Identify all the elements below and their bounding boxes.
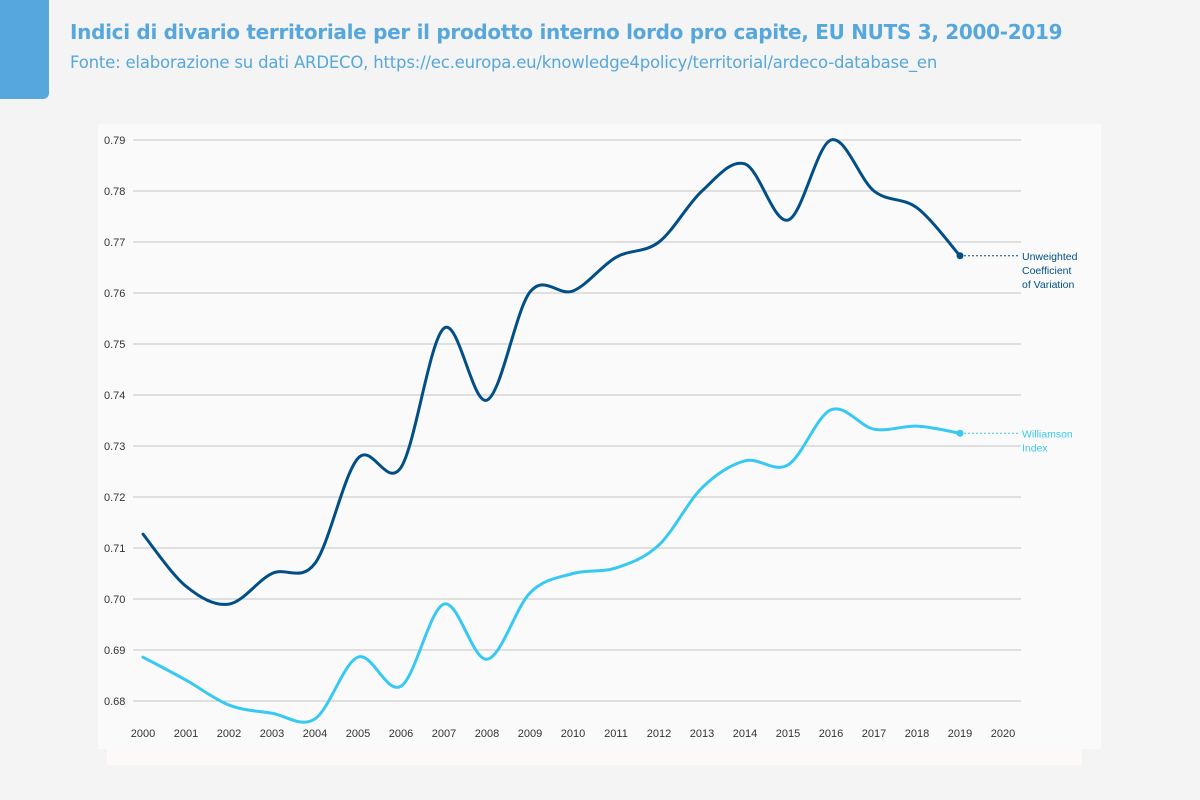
legend-label-line: Unweighted: [1022, 251, 1078, 263]
x-axis-ticks: 2000 2001 2002 2003 2004 2005 2006 2007 2008 2009…: [131, 728, 1015, 740]
chart-source: Fonte: elaborazione su dati ARDECO, http…: [70, 53, 938, 72]
side-accent-tab: [0, 0, 49, 99]
series-line-unweighted-coefficient-of-variation: [141, 138, 962, 606]
x-tick-label: 2010: [561, 728, 585, 740]
legend-label-line: Index: [1022, 442, 1048, 454]
y-tick-label: 0.70: [104, 594, 125, 606]
y-tick-label: 0.72: [104, 492, 125, 504]
series-line-williamson-index: [141, 407, 962, 724]
legend-label-williamson-index: Williamson Index: [1022, 428, 1073, 454]
y-axis-ticks: 0.68 0.69 0.70 0.71 0.72 0.73 0.74 0.75 0.76 0.77…: [104, 135, 125, 708]
x-tick-label: 2006: [389, 728, 413, 740]
y-tick-label: 0.69: [104, 645, 125, 657]
x-tick-label: 2020: [991, 728, 1015, 740]
x-tick-label: 2007: [432, 728, 456, 740]
line-chart: 0.68 0.69 0.70 0.71 0.72 0.73 0.74 0.75 0.76 0.77…: [104, 135, 1078, 740]
y-tick-label: 0.79: [104, 135, 125, 147]
x-tick-label: 2000: [131, 728, 155, 740]
x-tick-label: 2008: [475, 728, 499, 740]
chart-title: Indici di divario territoriale per il pr…: [70, 20, 1063, 44]
x-tick-label: 2003: [260, 728, 284, 740]
legend-label-line: Coefficient: [1022, 265, 1072, 277]
x-tick-label: 2016: [819, 728, 843, 740]
gridlines: [133, 139, 1021, 702]
legend-label-line: Williamson: [1022, 428, 1073, 440]
y-tick-label: 0.76: [104, 288, 125, 300]
x-tick-label: 2019: [948, 728, 972, 740]
y-tick-label: 0.75: [104, 339, 125, 351]
x-tick-label: 2001: [174, 728, 198, 740]
x-tick-label: 2012: [647, 728, 671, 740]
y-tick-label: 0.77: [104, 237, 125, 249]
y-tick-label: 0.73: [104, 441, 125, 453]
chart-panel: 0.68 0.69 0.70 0.71 0.72 0.73 0.74 0.75 0.76 0.77…: [98, 124, 1101, 749]
x-tick-label: 2014: [733, 728, 757, 740]
x-tick-label: 2015: [776, 728, 800, 740]
x-tick-label: 2002: [217, 728, 241, 740]
x-tick-label: 2009: [518, 728, 542, 740]
y-tick-label: 0.78: [104, 186, 125, 198]
x-tick-label: 2013: [690, 728, 714, 740]
legend: Unweighted Coefficient of Variation William…: [960, 251, 1078, 454]
y-tick-label: 0.68: [104, 696, 125, 708]
x-tick-label: 2005: [346, 728, 370, 740]
x-tick-label: 2017: [862, 728, 886, 740]
y-tick-label: 0.74: [104, 390, 125, 402]
x-tick-label: 2004: [303, 728, 327, 740]
series-group: [141, 138, 964, 724]
y-tick-label: 0.71: [104, 543, 125, 555]
x-tick-label: 2018: [905, 728, 929, 740]
x-tick-label: 2011: [604, 728, 628, 740]
legend-label-unweighted-coefficient-of-variation: Unweighted Coefficient of Variation: [1022, 251, 1078, 291]
legend-label-line: of Variation: [1022, 279, 1074, 291]
